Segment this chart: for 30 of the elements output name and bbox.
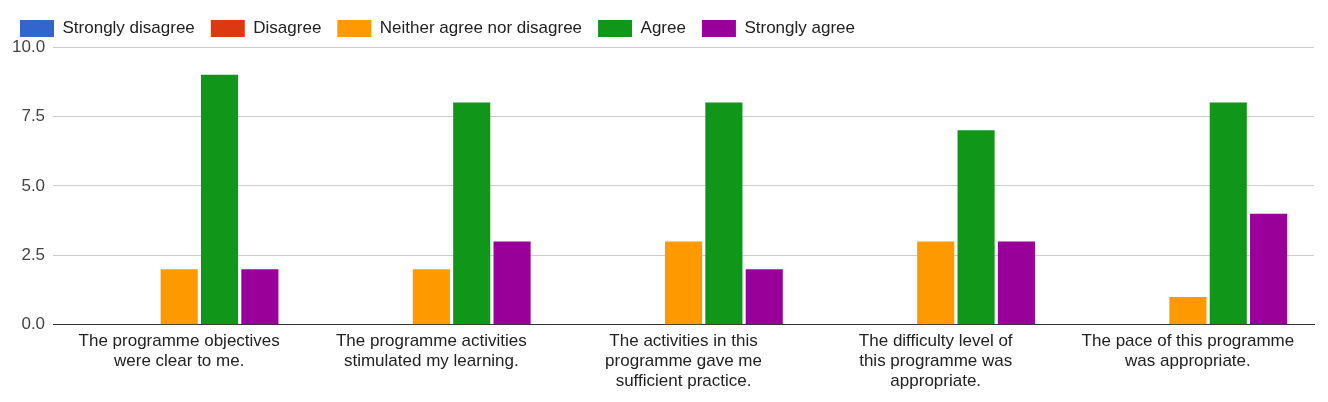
legend-label: Strongly agree: [744, 18, 855, 38]
bar: [957, 130, 995, 325]
bar: [412, 269, 450, 325]
x-tick-label: The programme objectives were clear to me.: [78, 330, 280, 371]
x-tick-label: The difficulty level of this programme was appropriate.: [858, 330, 1013, 391]
bar: [664, 241, 703, 325]
bar: [745, 269, 783, 325]
legend-label: Disagree: [253, 18, 322, 38]
bar: [160, 269, 198, 325]
legend-label: Strongly disagree: [62, 18, 195, 38]
bar: [917, 241, 955, 325]
y-tick-label: 2.5: [21, 245, 46, 265]
y-tick-label: 7.5: [21, 106, 46, 126]
x-tick-label: The activities in this programme gave me sufficient practice.: [605, 330, 762, 391]
bar: [705, 102, 743, 325]
bar: [453, 102, 491, 325]
bar: [1250, 213, 1288, 325]
legend-label: Agree: [640, 18, 686, 38]
x-tick-label: The pace of this programme was appropriate.: [1081, 330, 1295, 371]
bar: [997, 241, 1035, 325]
bar: [200, 74, 239, 325]
legend-label: Neither agree nor disagree: [379, 18, 583, 38]
bar: [1169, 297, 1207, 325]
bar: [1209, 102, 1247, 325]
y-tick-label: 5.0: [21, 175, 46, 195]
y-tick-label: 10.0: [11, 36, 46, 56]
y-tick-label: 0.0: [21, 314, 46, 334]
x-tick-label: The programme activities stimulated my learning.: [335, 330, 527, 371]
bar: [241, 269, 279, 325]
bar: [493, 241, 531, 325]
